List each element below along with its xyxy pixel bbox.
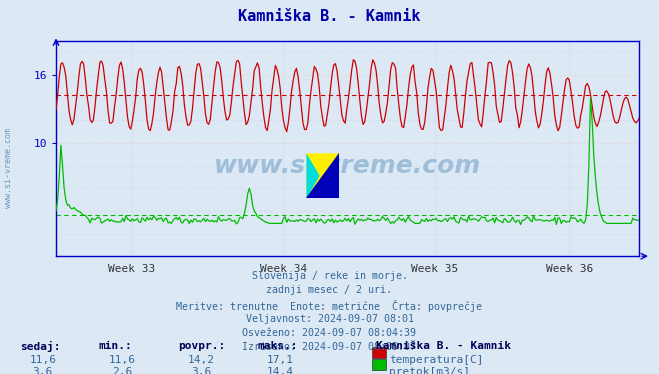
Text: Week 33: Week 33 [108, 264, 156, 274]
Text: Veljavnost: 2024-09-07 08:01: Veljavnost: 2024-09-07 08:01 [246, 314, 413, 324]
Text: povpr.:: povpr.: [178, 341, 225, 351]
Text: Week 36: Week 36 [546, 264, 593, 274]
Text: Izrisano: 2024-09-07 08:05:07: Izrisano: 2024-09-07 08:05:07 [243, 342, 416, 352]
Text: 2,6: 2,6 [112, 367, 132, 374]
Polygon shape [306, 153, 320, 198]
Text: www.si-vreme.com: www.si-vreme.com [4, 128, 13, 208]
Text: 11,6: 11,6 [109, 355, 135, 365]
Text: 11,6: 11,6 [30, 355, 56, 365]
Text: maks.:: maks.: [257, 341, 297, 351]
Text: www.si-vreme.com: www.si-vreme.com [214, 154, 481, 178]
Polygon shape [306, 153, 339, 198]
Text: Week 35: Week 35 [411, 264, 459, 274]
Text: temperatura[C]: temperatura[C] [389, 355, 483, 365]
Text: Slovenija / reke in morje.: Slovenija / reke in morje. [252, 271, 407, 281]
Text: pretok[m3/s]: pretok[m3/s] [389, 367, 470, 374]
Text: 14,2: 14,2 [188, 355, 214, 365]
Text: Osveženo: 2024-09-07 08:04:39: Osveženo: 2024-09-07 08:04:39 [243, 328, 416, 338]
Text: Kamniška B. - Kamnik: Kamniška B. - Kamnik [376, 341, 511, 351]
Text: min.:: min.: [99, 341, 132, 351]
Text: sedaj:: sedaj: [20, 341, 60, 352]
Text: Meritve: trenutne  Enote: metrične  Črta: povprečje: Meritve: trenutne Enote: metrične Črta: … [177, 300, 482, 312]
Text: 3,6: 3,6 [33, 367, 53, 374]
Text: Kamniška B. - Kamnik: Kamniška B. - Kamnik [239, 9, 420, 24]
Text: 17,1: 17,1 [267, 355, 293, 365]
Text: Week 34: Week 34 [260, 264, 307, 274]
Text: zadnji mesec / 2 uri.: zadnji mesec / 2 uri. [266, 285, 393, 295]
Text: 14,4: 14,4 [267, 367, 293, 374]
Polygon shape [306, 153, 339, 198]
Text: 3,6: 3,6 [191, 367, 211, 374]
